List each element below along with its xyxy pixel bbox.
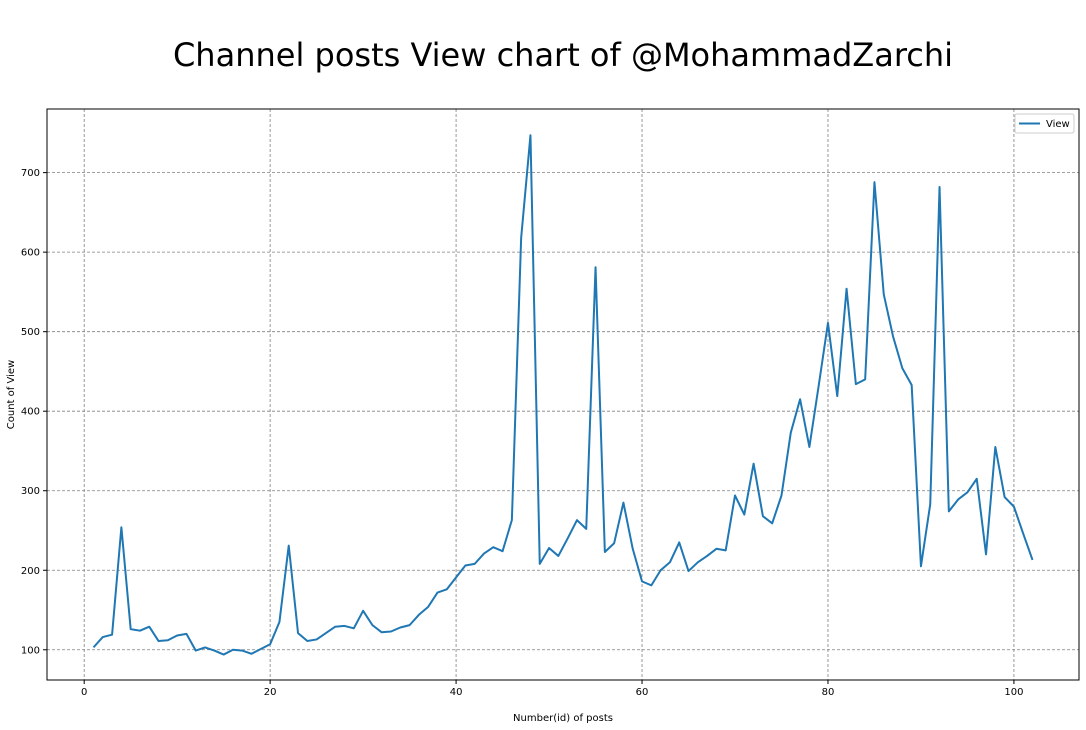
y-tick-label: 100 [21, 645, 40, 656]
x-axis-label: Number(id) of posts [513, 713, 613, 724]
y-axis-label: Count of View [6, 360, 17, 429]
grid-lines [47, 109, 1079, 680]
x-tick-label: 80 [822, 687, 835, 698]
y-tick-label: 500 [21, 327, 40, 338]
series-layer [92, 134, 1034, 656]
x-tick-label: 40 [450, 687, 463, 698]
y-tick-label: 700 [21, 168, 40, 179]
legend-label: View [1046, 119, 1070, 130]
x-tick-label: 60 [636, 687, 649, 698]
chart-title: Channel posts View chart of @MohammadZar… [172, 36, 954, 74]
series-line-view [92, 134, 1034, 656]
y-tick-label: 400 [21, 407, 40, 418]
y-tick-label: 600 [21, 248, 40, 259]
x-tick-label: 100 [1004, 687, 1023, 698]
y-tick-label: 200 [21, 566, 40, 577]
plot-frame [46, 108, 1080, 681]
legend: View [1014, 113, 1075, 134]
x-tick-label: 20 [264, 687, 277, 698]
axis-ticks: 0 20 40 60 80 100 100 200 300 400 500 600 700 [21, 168, 1024, 698]
x-tick-label: 0 [81, 687, 87, 698]
y-tick-label: 300 [21, 486, 40, 497]
legend-box [1014, 113, 1075, 134]
